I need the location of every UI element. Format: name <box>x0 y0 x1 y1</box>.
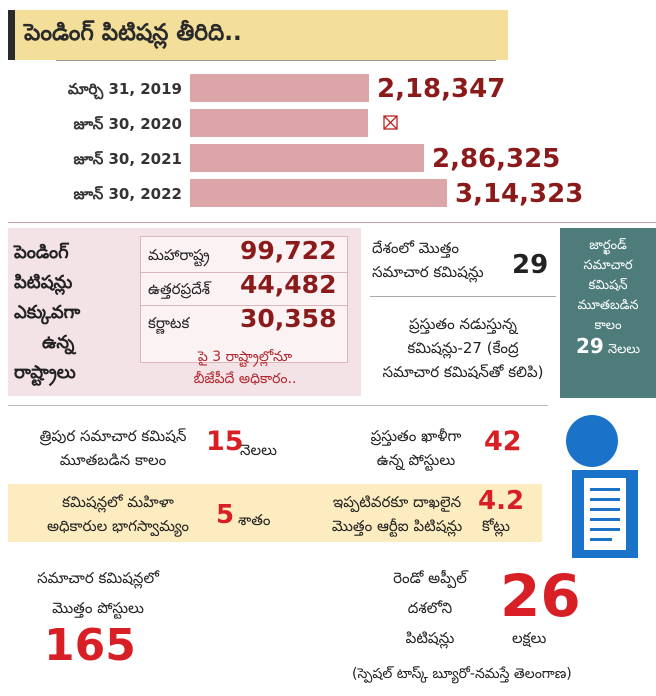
posts-line: మొత్తం పోస్టులు <box>52 599 144 617</box>
source-credit: (స్పెషల్ టాస్క్ బ్యూరో-నమస్తే తెలంగాణ) <box>352 666 572 682</box>
state-name: కర్ణాటక <box>148 314 190 332</box>
posts-value: 165 <box>44 620 136 671</box>
appeals-label: రెండో అప్పీల్ దశలోని పిటిషన్లు <box>370 566 490 650</box>
total-commissions-line: దేశంలో మొత్తం <box>372 239 459 257</box>
page-title: పెండింగ్ పిటిషన్ల తీరిది.. <box>24 20 242 46</box>
bar-value-label: 3,14,323 <box>455 179 583 209</box>
women-line: కమిషన్లలో మహిళా <box>62 493 174 511</box>
divider <box>8 405 548 406</box>
states-heading-line: పిటిషన్లు <box>14 272 73 293</box>
pending-petitions-bar-chart: మార్చి 31, 2019 2,18,347 జూన్ 30, 2020 జూన్… <box>68 74 583 209</box>
bjp-note-line: బీజేపీదే అధికారం.. <box>193 371 297 387</box>
working-commissions-line: ప్రస్తుతం నడుస్తున్న <box>409 315 517 333</box>
appeals-line: దశలోని <box>407 599 453 617</box>
person-icon <box>566 415 618 467</box>
bar-category-label: జూన్ 30, 2022 <box>74 185 182 203</box>
states-heading-line: ఉన్న <box>42 332 75 353</box>
state-value: 99,722 <box>240 236 337 265</box>
working-commissions-line: సమాచార కమిషన్‌తో కలిపి) <box>382 363 544 381</box>
jharkhand-line: జార్ఖండ్ <box>589 238 627 253</box>
states-heading-line: పెండింగ్ <box>14 242 69 263</box>
women-unit: శాతం <box>238 511 271 529</box>
missing-value-marker-line <box>383 115 398 130</box>
women-label: కమిషన్లలో మహిళా అధికారుల భాగస్వామ్యం <box>30 490 206 538</box>
appeals-value: 26 <box>500 562 581 630</box>
jharkhand-text: జార్ఖండ్ సమాచార కమిషన్ మూతబడిన కాలం 29 న… <box>564 236 652 360</box>
women-line: అధికారుల భాగస్వామ్యం <box>46 517 190 535</box>
tripura-value: 15 <box>206 426 244 457</box>
state-value: 44,482 <box>240 270 337 299</box>
state-value: 30,358 <box>240 304 337 333</box>
states-table <box>140 236 348 363</box>
rti-unit: కోట్లు <box>482 517 510 535</box>
divider <box>140 272 348 273</box>
rti-label: ఇప్పటివరకూ దాఖలైన మొత్తం ఆర్టీఐ పిటిషన్ల… <box>324 490 470 538</box>
jharkhand-line: కమిషన్ <box>588 278 628 293</box>
women-value: 5 <box>216 500 235 530</box>
bar <box>190 74 369 102</box>
vacant-label: ప్రస్తుతం ఖాళీగా ఉన్న పోస్టులు <box>356 424 476 472</box>
state-name: ఉత్తరప్రదేశ్ <box>148 280 211 298</box>
bar <box>190 144 424 172</box>
jharkhand-line: మూతబడిన <box>577 298 639 313</box>
working-commissions-line: కమిషన్లు-27 (కేంద్ర <box>407 339 519 357</box>
divider <box>140 305 348 306</box>
vacant-line: ప్రస్తుతం ఖాళీగా <box>370 427 462 445</box>
missing-value-marker-icon <box>383 115 398 130</box>
state-name: మహారాష్ట్ర <box>148 246 210 264</box>
states-heading: పెండింగ్ పిటిషన్లు ఎక్కువగా ఉన్న రాష్ట్ర… <box>14 238 134 388</box>
rti-line: మొత్తం ఆర్టీఐ పిటిషన్లు <box>331 517 463 535</box>
total-commissions-line: సమాచార కమిషన్లు <box>372 263 484 281</box>
title-banner <box>8 10 508 60</box>
jharkhand-value: 29 <box>575 334 604 358</box>
appeals-line: పిటిషన్లు <box>405 629 455 647</box>
bar-value-label: 2,18,347 <box>377 74 505 104</box>
divider <box>370 296 556 297</box>
bar-value-label: 2,86,325 <box>432 144 560 174</box>
divider <box>56 60 496 61</box>
bar <box>190 109 368 137</box>
bar-category-label: జూన్ 30, 2020 <box>74 115 182 133</box>
bjp-note: పై 3 రాష్ట్రాల్లోనూ బీజేపీదే అధికారం.. <box>160 346 330 390</box>
posts-line: సమాచార కమిషన్లలో <box>37 569 159 587</box>
states-heading-line: ఎక్కువగా <box>14 302 81 323</box>
appeals-unit: లక్షలు <box>512 629 547 647</box>
jharkhand-line: కాలం <box>594 318 622 333</box>
vacant-line: ఉన్న పోస్టులు <box>376 451 456 469</box>
jharkhand-line: సమాచార <box>583 258 633 273</box>
bar <box>190 179 447 207</box>
bar-category-label: జూన్ 30, 2021 <box>74 150 182 168</box>
document-sheet-icon <box>584 478 626 550</box>
appeals-line: రెండో అప్పీల్ <box>393 569 467 587</box>
states-heading-line: రాష్ట్రాలు <box>14 362 76 383</box>
tripura-unit: నెలలు <box>240 441 277 459</box>
total-commissions-label: దేశంలో మొత్తం సమాచార కమిషన్లు <box>372 236 484 284</box>
total-commissions-value: 29 <box>512 250 549 280</box>
bar-category-label: మార్చి 31, 2019 <box>68 80 182 100</box>
vacant-value: 42 <box>484 426 522 457</box>
jharkhand-unit: నెలలు <box>607 342 641 357</box>
highlight-band <box>8 484 542 542</box>
rti-line: ఇప్పటివరకూ దాఖలైన <box>332 493 462 511</box>
posts-label: సమాచార కమిషన్లలో మొత్తం పోస్టులు <box>20 566 176 620</box>
jharkhand-box <box>560 228 656 398</box>
divider <box>8 222 656 223</box>
rti-value: 4.2 <box>478 486 525 516</box>
tripura-line: త్రిపుర సమాచార కమిషన్ <box>39 427 187 445</box>
tripura-line: మూతబడిన కాలం <box>59 451 167 469</box>
bjp-note-line: పై 3 రాష్ట్రాల్లోనూ <box>197 349 293 365</box>
tripura-label: త్రిపుర సమాచార కమిషన్ మూతబడిన కాలం <box>28 424 198 472</box>
working-commissions-text: ప్రస్తుతం నడుస్తున్న కమిషన్లు-27 (కేంద్ర… <box>366 312 560 384</box>
